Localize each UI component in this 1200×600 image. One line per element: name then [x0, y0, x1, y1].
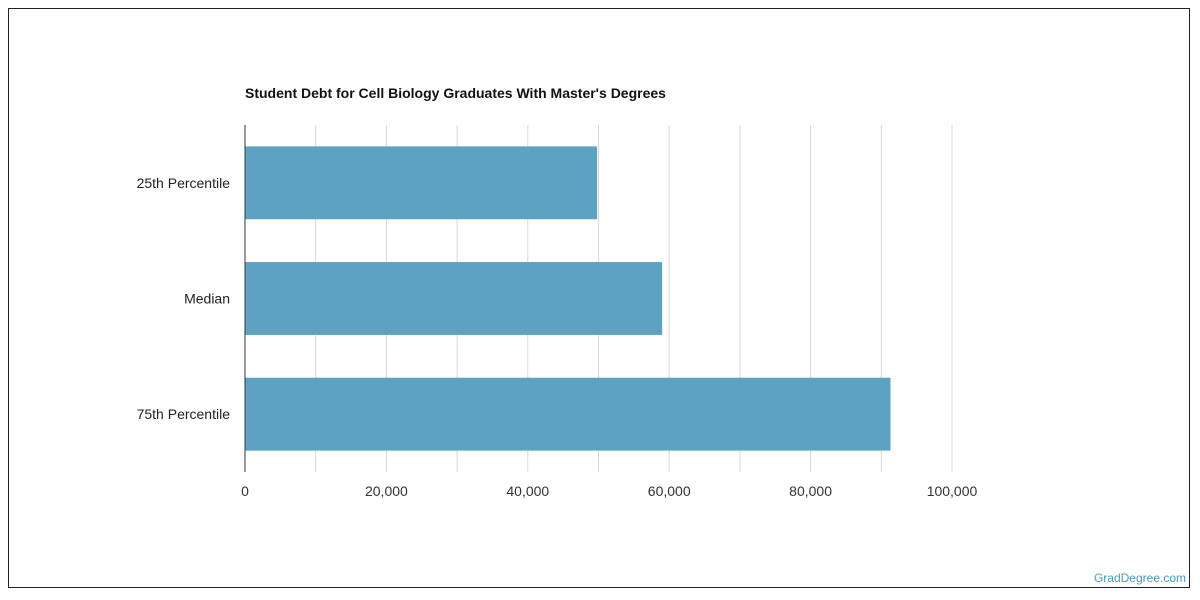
category-label: 25th Percentile — [137, 175, 231, 191]
category-label: Median — [184, 291, 230, 307]
chart-title: Student Debt for Cell Biology Graduates … — [245, 85, 666, 101]
tick-labels: 25th Percentile Median 75th Percentile 0 20,… — [137, 175, 978, 499]
x-tick-label: 0 — [241, 483, 249, 499]
x-tick-label: 60,000 — [648, 483, 691, 499]
x-tick-label: 100,000 — [927, 483, 978, 499]
bar-median[interactable] — [245, 262, 663, 335]
bar-25th-percentile[interactable] — [245, 146, 598, 220]
x-tick-label: 40,000 — [506, 483, 549, 499]
bars — [245, 146, 891, 451]
x-tick-label: 20,000 — [365, 483, 408, 499]
source-watermark[interactable]: GradDegree.com — [1093, 571, 1186, 585]
category-label: 75th Percentile — [137, 406, 231, 422]
bar-75th-percentile[interactable] — [245, 377, 891, 451]
x-tick-label: 80,000 — [789, 483, 832, 499]
chart-frame — [8, 8, 1190, 588]
